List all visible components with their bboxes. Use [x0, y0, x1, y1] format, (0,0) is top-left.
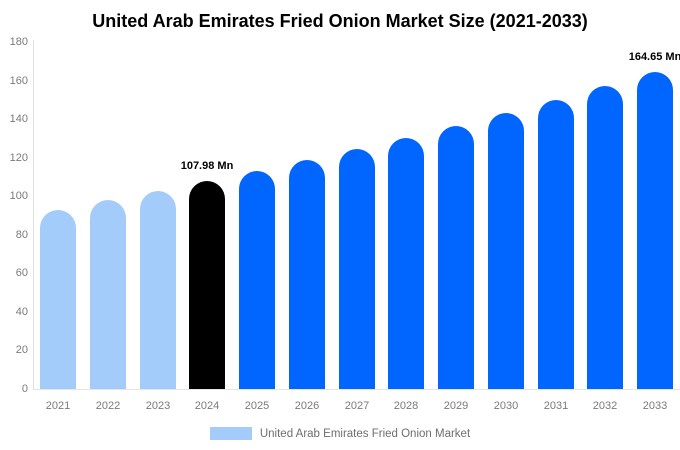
x-tick-label: 2022 — [95, 400, 121, 412]
legend-swatch — [209, 427, 252, 440]
bar-2029 — [438, 126, 474, 389]
chart-title: United Arab Emirates Fried Onion Market … — [92, 11, 588, 31]
bar-2033 — [637, 72, 673, 389]
bar-2023 — [140, 191, 176, 389]
bar-2031 — [538, 100, 574, 389]
legend: United Arab Emirates Fried Onion Market — [0, 427, 680, 440]
x-tick-label: 2030 — [493, 400, 519, 412]
y-tick-label: 160 — [9, 75, 28, 87]
x-tick-label: 2031 — [543, 400, 569, 412]
bar-2026 — [289, 160, 325, 389]
x-tick-label: 2027 — [344, 400, 370, 412]
y-tick-label: 100 — [9, 190, 28, 202]
bar-2030 — [488, 113, 524, 389]
y-tick-label: 20 — [15, 344, 28, 356]
bar-2022 — [90, 200, 126, 389]
legend-label: United Arab Emirates Fried Onion Market — [259, 427, 471, 440]
x-tick-label: 2026 — [294, 400, 320, 412]
bar-2024 — [189, 181, 225, 389]
x-tick-label: 2032 — [592, 400, 618, 412]
x-tick-label: 2028 — [393, 400, 419, 412]
x-tick-label: 2023 — [145, 400, 171, 412]
y-tick-label: 40 — [15, 306, 28, 318]
bar-value-label: 164.65 Mn — [628, 51, 680, 63]
x-tick-label: 2021 — [45, 400, 71, 412]
x-tick-label: 2024 — [194, 400, 220, 412]
y-tick-label: 60 — [15, 267, 28, 279]
y-tick-label: 120 — [9, 152, 28, 164]
x-axis-line — [33, 389, 680, 390]
bar-2028 — [388, 138, 424, 389]
y-tick-label: 180 — [9, 36, 28, 48]
bar-2021 — [40, 210, 76, 389]
bar-2032 — [587, 86, 623, 389]
y-axis-line — [33, 40, 34, 389]
y-tick-label: 80 — [15, 229, 28, 241]
bar-value-label: 107.98 Mn — [180, 160, 234, 172]
x-tick-label: 2033 — [642, 400, 668, 412]
x-tick-label: 2029 — [443, 400, 469, 412]
x-tick-label: 2025 — [244, 400, 270, 412]
bar-2027 — [339, 149, 375, 389]
y-tick-label: 140 — [9, 113, 28, 125]
y-tick-label: 0 — [21, 383, 28, 395]
bar-2025 — [239, 171, 275, 389]
